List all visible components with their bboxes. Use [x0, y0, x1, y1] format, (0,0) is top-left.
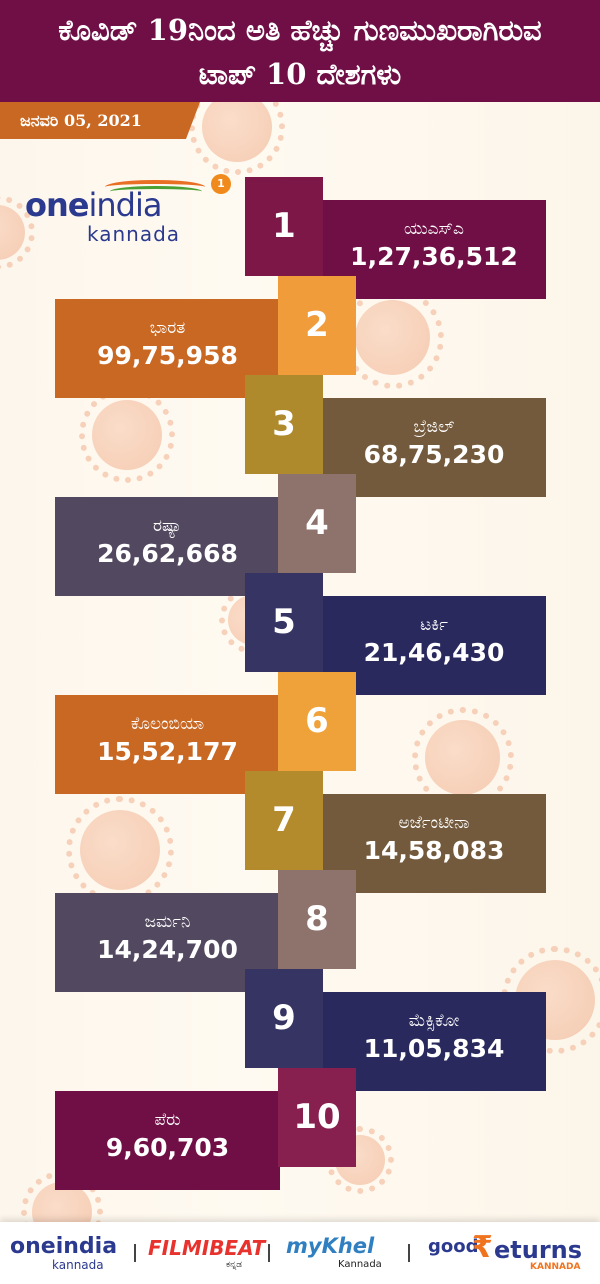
country-name: ಟರ್ಕಿ — [420, 615, 448, 635]
virus-icon — [79, 387, 175, 483]
recovered-count: 26,62,668 — [97, 539, 238, 568]
footer-logo-prefix: good — [428, 1236, 479, 1257]
footer-logo-suffix: eturns — [494, 1236, 583, 1264]
footer-oneindia-logo[interactable]: oneindia kannada — [10, 1234, 130, 1274]
recovered-count: 68,75,230 — [363, 440, 505, 469]
footer-logo-sub: kannada — [52, 1258, 104, 1272]
rank-badge: 7 — [245, 771, 323, 870]
country-name: ಯುಎಸ್‌ಎ — [404, 219, 464, 239]
footer-goodreturns-logo[interactable]: good ₹ eturns KANNADA — [428, 1230, 593, 1274]
separator — [408, 1244, 410, 1262]
recovered-count: 15,52,177 — [97, 737, 238, 766]
page-title: ಕೊವಿಡ್ 19ನಿಂದ ಅತಿ ಹೆಚ್ಚು ಗುಣಮುಖರಾಗಿರುವ ಟ… — [0, 0, 600, 102]
ranking-bar: ಯುಎಸ್‌ಎ 1,27,36,512 — [322, 200, 546, 299]
rank-badge: 8 — [278, 870, 356, 969]
country-name: ರಷ್ಯಾ — [153, 516, 182, 536]
footer-logo-sub: Kannada — [338, 1259, 382, 1270]
country-name: ಭಾರತ — [149, 318, 186, 338]
footer-logo-text: FILMIBEAT — [148, 1236, 266, 1260]
footer-logo-sub: KANNADA — [530, 1262, 581, 1272]
rupee-icon: ₹ — [472, 1230, 493, 1265]
country-name: ಬ್ರೆಜಿಲ್ — [413, 417, 455, 437]
recovered-count: 11,05,834 — [363, 1034, 505, 1063]
virus-icon — [65, 795, 175, 905]
country-name: ಅರ್ಜೆಂಟೀನಾ — [398, 813, 470, 833]
footer-logo-sub: ಕನ್ನಡ — [226, 1260, 243, 1270]
ranking-bar: ಭಾರತ 99,75,958 — [55, 299, 280, 398]
brand-sub: kannada — [87, 222, 181, 246]
country-name: ಕೊಲಂಬಿಯಾ — [130, 714, 205, 734]
title-line-1: ಕೊವಿಡ್ 19ನಿಂದ ಅತಿ ಹೆಚ್ಚು ಗುಣಮುಖರಾಗಿರುವ — [58, 13, 542, 47]
virus-icon — [0, 195, 35, 270]
rank-badge: 1 — [245, 177, 323, 276]
rank-badge: 4 — [278, 474, 356, 573]
footer-filmibeat-logo[interactable]: FILMIBEAT ಕನ್ನಡ — [148, 1234, 265, 1274]
ranking-bar: ಮೆಕ್ಸಿಕೋ 11,05,834 — [322, 992, 546, 1091]
ranking-bar: ಟರ್ಕಿ 21,46,430 — [322, 596, 546, 695]
ranking-bar: ಅರ್ಜೆಂಟೀನಾ 14,58,083 — [322, 794, 546, 893]
virus-icon — [341, 286, 444, 389]
country-name: ಪೆರು — [154, 1110, 181, 1130]
footer-mykhel-logo[interactable]: myKhel Kannada — [286, 1234, 386, 1274]
recovered-count: 14,24,700 — [97, 935, 238, 964]
title-line-2: ಟಾಪ್ 10 ದೇಶಗಳು — [198, 57, 402, 91]
virus-icon — [411, 706, 514, 809]
rank-badge: 9 — [245, 969, 323, 1068]
recovered-count: 9,60,703 — [105, 1133, 230, 1162]
ranking-bar: ರಷ್ಯಾ 26,62,668 — [55, 497, 280, 596]
footer-logos: oneindia kannada FILMIBEAT ಕನ್ನಡ myKhel … — [0, 1222, 600, 1284]
rank-badge: 10 — [278, 1068, 356, 1167]
recovered-count: 21,46,430 — [363, 638, 505, 667]
rank-badge: 5 — [245, 573, 323, 672]
country-name: ಜರ್ಮನಿ — [144, 912, 191, 932]
brand-bold: one — [25, 186, 89, 224]
badge-icon: 1 — [211, 174, 231, 194]
date-banner: ಜನವರಿ 05, 2021 — [0, 102, 200, 139]
footer-logo-text: myKhel — [286, 1234, 375, 1258]
swoosh-green — [110, 186, 202, 197]
rank-badge: 3 — [245, 375, 323, 474]
ranking-bar: ಕೊಲಂಬಿಯಾ 15,52,177 — [55, 695, 280, 794]
recovered-count: 14,58,083 — [363, 836, 505, 865]
virus-icon — [189, 79, 285, 175]
ranking-bar: ಬ್ರೆಜಿಲ್ 68,75,230 — [322, 398, 546, 497]
footer-logo-text: oneindia — [10, 1234, 118, 1259]
country-name: ಮೆಕ್ಸಿಕೋ — [408, 1011, 460, 1031]
rank-badge: 2 — [278, 276, 356, 375]
swoosh-orange — [105, 180, 205, 194]
recovered-count: 1,27,36,512 — [350, 242, 518, 271]
rank-badge: 6 — [278, 672, 356, 771]
ranking-bar: ಪೆರು 9,60,703 — [55, 1091, 280, 1190]
separator — [268, 1244, 270, 1262]
brand-light: india — [88, 186, 162, 224]
ranking-bar: ಜರ್ಮನಿ 14,24,700 — [55, 893, 280, 992]
oneindia-kannada-logo: oneindia kannada 1 — [25, 172, 231, 247]
recovered-count: 99,75,958 — [97, 341, 238, 370]
separator — [134, 1244, 136, 1262]
